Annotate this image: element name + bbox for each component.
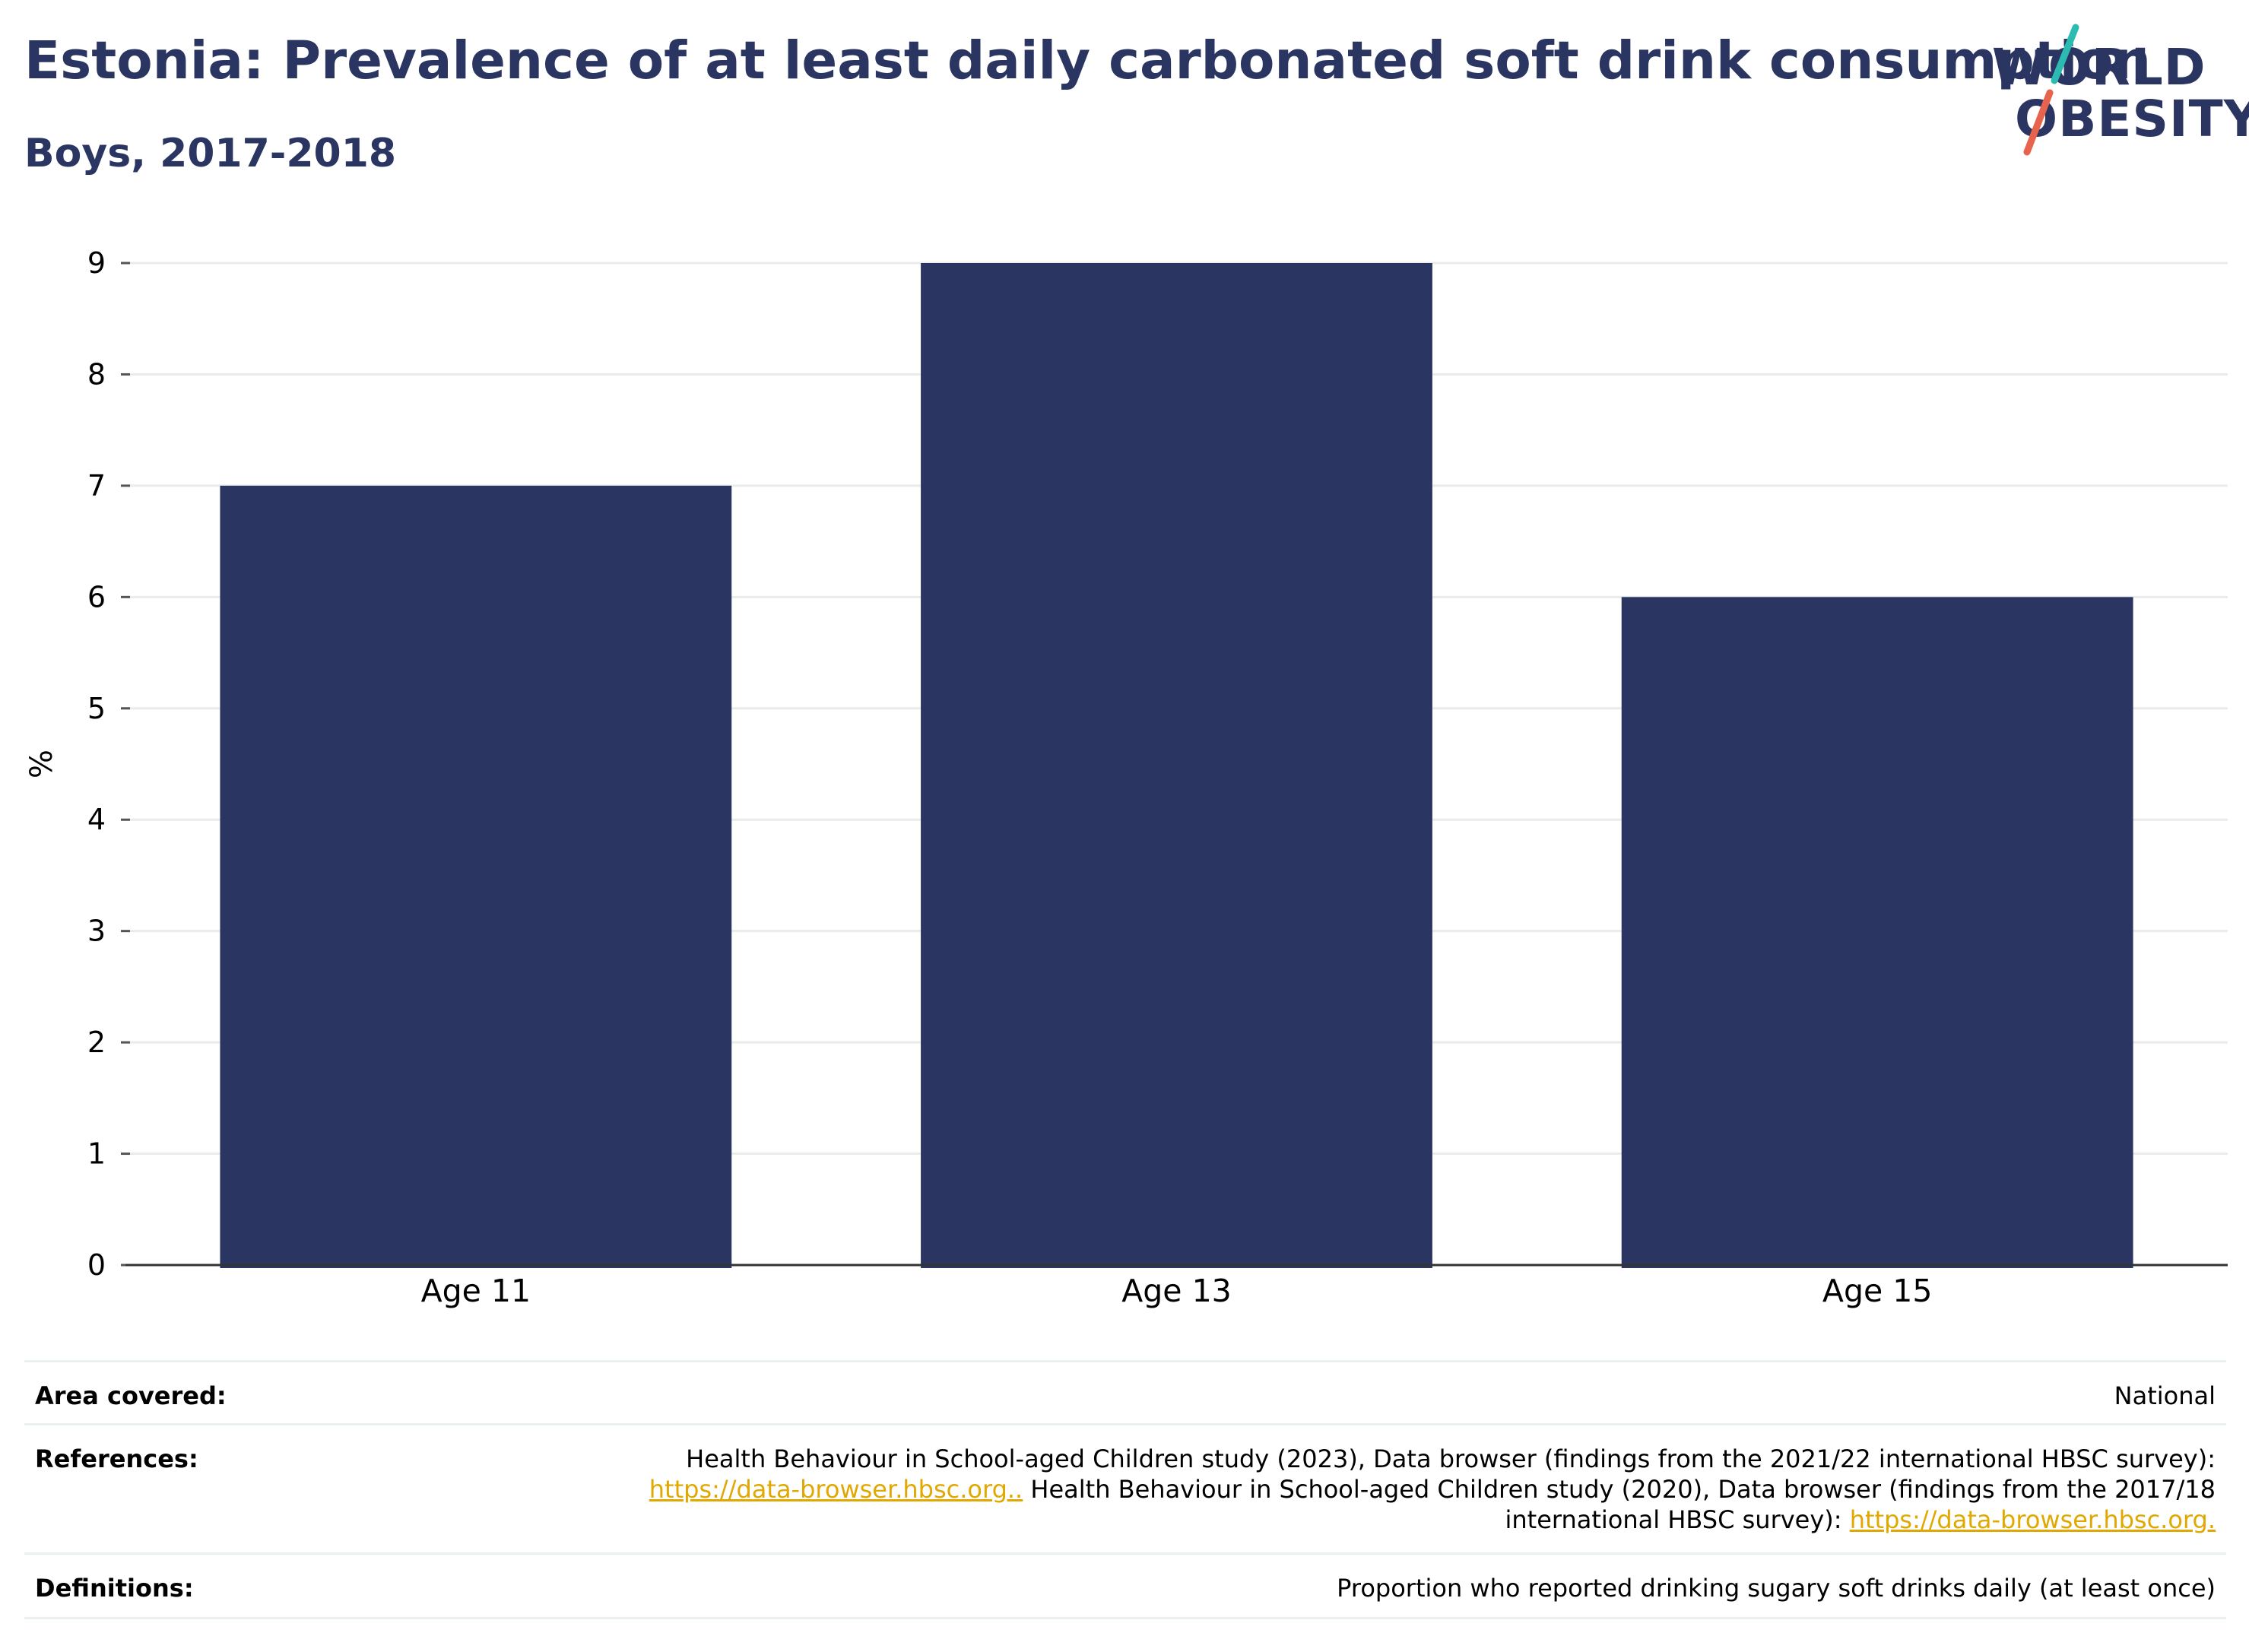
references-value: Health Behaviour in School-aged Children… [24,1425,2226,1535]
y-tick-label: 3 [87,915,106,948]
references-label: References: [35,1444,198,1473]
references-text-1: Health Behaviour in School-aged Children… [686,1444,2216,1473]
world-obesity-logo: WORLD OBESITY [1984,21,2249,158]
chart-subtitle: Boys, 2017-2018 [24,131,397,176]
definitions-row: Definitions: Proportion who reported dri… [24,1552,2226,1619]
y-tick-label: 8 [87,357,106,391]
bar-age-11 [220,485,732,1268]
y-tick-label: 0 [87,1248,106,1282]
chart-title: Estonia: Prevalence of at least daily ca… [24,30,2151,91]
x-tick-label: Age 15 [1822,1273,1933,1309]
bar-chart: 0 1 2 3 4 5 6 7 8 9 Age 11 Age 13 Age 15 % [24,246,2228,1309]
x-axis-ticks: Age 11 Age 13 Age 15 [421,1273,1933,1309]
definitions-label: Definitions: [35,1574,194,1603]
logo-line-2: OBESITY [2015,90,2249,148]
area-covered-label: Area covered: [35,1381,227,1410]
logo-slash-icon [2023,24,2079,156]
y-tick-label: 5 [87,692,106,725]
bar-age-13 [921,263,1432,1268]
x-tick-label: Age 13 [1121,1273,1232,1309]
y-axis-ticks: 0 1 2 3 4 5 6 7 8 9 [87,246,130,1282]
y-tick-label: 1 [87,1137,106,1171]
y-tick-label: 4 [87,803,106,836]
area-covered-row: Area covered: National [24,1360,2226,1423]
references-link-2[interactable]: https://data-browser.hbsc.org. [1849,1505,2216,1534]
references-text-3: international HBSC survey): [1505,1505,1850,1534]
references-text-2: Health Behaviour in School-aged Children… [1023,1475,2216,1504]
references-link-1[interactable]: https://data-browser.hbsc.org.. [649,1475,1023,1504]
x-tick-label: Age 11 [421,1273,531,1309]
metadata-table: Area covered: National References: Healt… [24,1360,2226,1619]
references-row: References: Health Behaviour in School-a… [24,1423,2226,1552]
bar-age-15 [1621,597,2133,1268]
bars [220,263,2133,1268]
area-covered-value: National [2114,1381,2216,1410]
definitions-value: Proportion who reported drinking sugary … [1337,1574,2216,1603]
y-axis-label: % [24,750,59,778]
y-tick-label: 2 [87,1026,106,1059]
logo-line-1: WORLD [1992,38,2206,97]
y-tick-label: 9 [87,246,106,280]
y-tick-label: 6 [87,580,106,614]
y-tick-label: 7 [87,469,106,503]
